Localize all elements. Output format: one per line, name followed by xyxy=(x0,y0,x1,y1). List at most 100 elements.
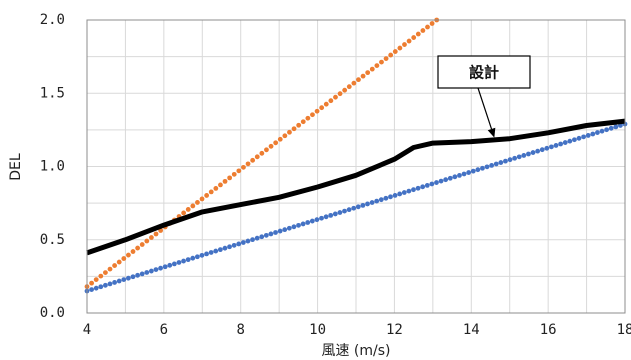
series-dot xyxy=(425,24,430,30)
series-dot xyxy=(512,155,518,161)
series-dot xyxy=(374,198,380,204)
series-dot xyxy=(392,49,398,54)
series-dot xyxy=(208,189,214,195)
series-dot xyxy=(314,217,320,223)
series-dot xyxy=(401,190,407,195)
series-dot xyxy=(263,232,269,238)
series-dot xyxy=(420,28,426,33)
series-dot xyxy=(530,150,536,155)
series-dot xyxy=(282,227,288,233)
series-dot xyxy=(181,258,186,264)
series-dot xyxy=(411,187,416,193)
series-dot xyxy=(379,59,384,65)
series-dot xyxy=(470,168,476,174)
series-dot xyxy=(346,84,352,90)
series-dot xyxy=(595,130,600,135)
series-dot xyxy=(227,175,233,181)
series-dot xyxy=(218,182,223,188)
series-dot xyxy=(461,171,467,177)
x-tick-label: 10 xyxy=(309,322,326,338)
tick-labels: 4 6 8 10 12 14 16 18 0.0 0.5 1.0 1.5 2.0 xyxy=(40,12,631,338)
series-dot xyxy=(337,210,343,215)
series-dot xyxy=(171,261,177,267)
series-dot xyxy=(434,180,439,185)
series-dot xyxy=(323,214,329,220)
series-dot xyxy=(475,167,481,173)
series-dot xyxy=(195,200,200,205)
series-dot xyxy=(139,242,145,247)
series-dot xyxy=(351,80,357,86)
series-design-line xyxy=(86,118,626,256)
annotation-label: 設計 xyxy=(469,64,499,82)
series-dot xyxy=(457,173,462,178)
series-dot xyxy=(103,270,108,275)
series-dot xyxy=(443,177,449,183)
series-dot xyxy=(231,171,237,177)
series-dot xyxy=(190,255,196,261)
series-dot xyxy=(447,175,453,181)
series-dot xyxy=(296,222,301,228)
series-dot xyxy=(236,168,242,174)
x-tick-label: 14 xyxy=(463,322,480,338)
series-dot xyxy=(245,161,251,167)
series-dot xyxy=(217,247,223,253)
series-dot xyxy=(126,252,131,258)
series-dot xyxy=(535,148,541,154)
series-dot xyxy=(484,164,490,170)
series-dot xyxy=(332,211,338,217)
series-dot xyxy=(93,285,99,291)
series-dot xyxy=(397,45,403,51)
series-dot xyxy=(314,108,320,114)
series-dot xyxy=(185,207,191,212)
series-dot xyxy=(208,250,214,255)
series-dot xyxy=(254,235,260,241)
x-tick-label: 18 xyxy=(617,322,631,338)
y-axis-title: DEL xyxy=(8,153,24,181)
series-dot xyxy=(185,257,191,263)
series-dot xyxy=(599,128,605,134)
series-dot xyxy=(429,181,435,187)
series-dot xyxy=(576,135,582,141)
series-dot xyxy=(300,221,306,227)
series-dot xyxy=(273,230,278,235)
series-dot xyxy=(259,150,265,156)
series-dot xyxy=(319,105,325,111)
series-dot xyxy=(342,208,347,214)
series-dot xyxy=(268,231,274,237)
series-dot xyxy=(516,154,522,160)
series-dot xyxy=(241,164,246,170)
series-dot xyxy=(355,204,361,210)
series-dot xyxy=(144,270,150,275)
series-dot xyxy=(406,188,412,194)
series-dot xyxy=(365,201,370,207)
series-dot xyxy=(162,264,168,270)
series-dot xyxy=(319,215,324,221)
series-dot xyxy=(489,163,495,168)
series-dot xyxy=(190,203,196,209)
series-dot xyxy=(273,140,279,146)
series-dot xyxy=(167,262,173,268)
series-dot xyxy=(199,196,205,202)
series-dot xyxy=(93,277,99,283)
series-dot xyxy=(135,272,140,278)
series-dot xyxy=(604,127,610,133)
series-dot xyxy=(388,52,394,58)
y-tick-label: 2.0 xyxy=(40,12,65,28)
series-dot xyxy=(567,138,573,144)
series-dot xyxy=(153,231,159,237)
series-dot xyxy=(213,248,219,254)
x-tick-label: 16 xyxy=(540,322,557,338)
series-dot xyxy=(452,174,458,180)
series-dot xyxy=(112,263,118,268)
series-dot xyxy=(296,122,302,128)
series-dot xyxy=(107,281,113,287)
series-dot xyxy=(245,238,251,244)
series-dot xyxy=(250,157,256,163)
series-dot xyxy=(287,129,292,135)
series-dot xyxy=(176,260,182,265)
series-dot xyxy=(328,212,334,218)
series-dot xyxy=(438,178,444,184)
series-dot xyxy=(231,242,237,248)
plot-frame xyxy=(86,19,626,314)
series-dot xyxy=(144,238,150,244)
